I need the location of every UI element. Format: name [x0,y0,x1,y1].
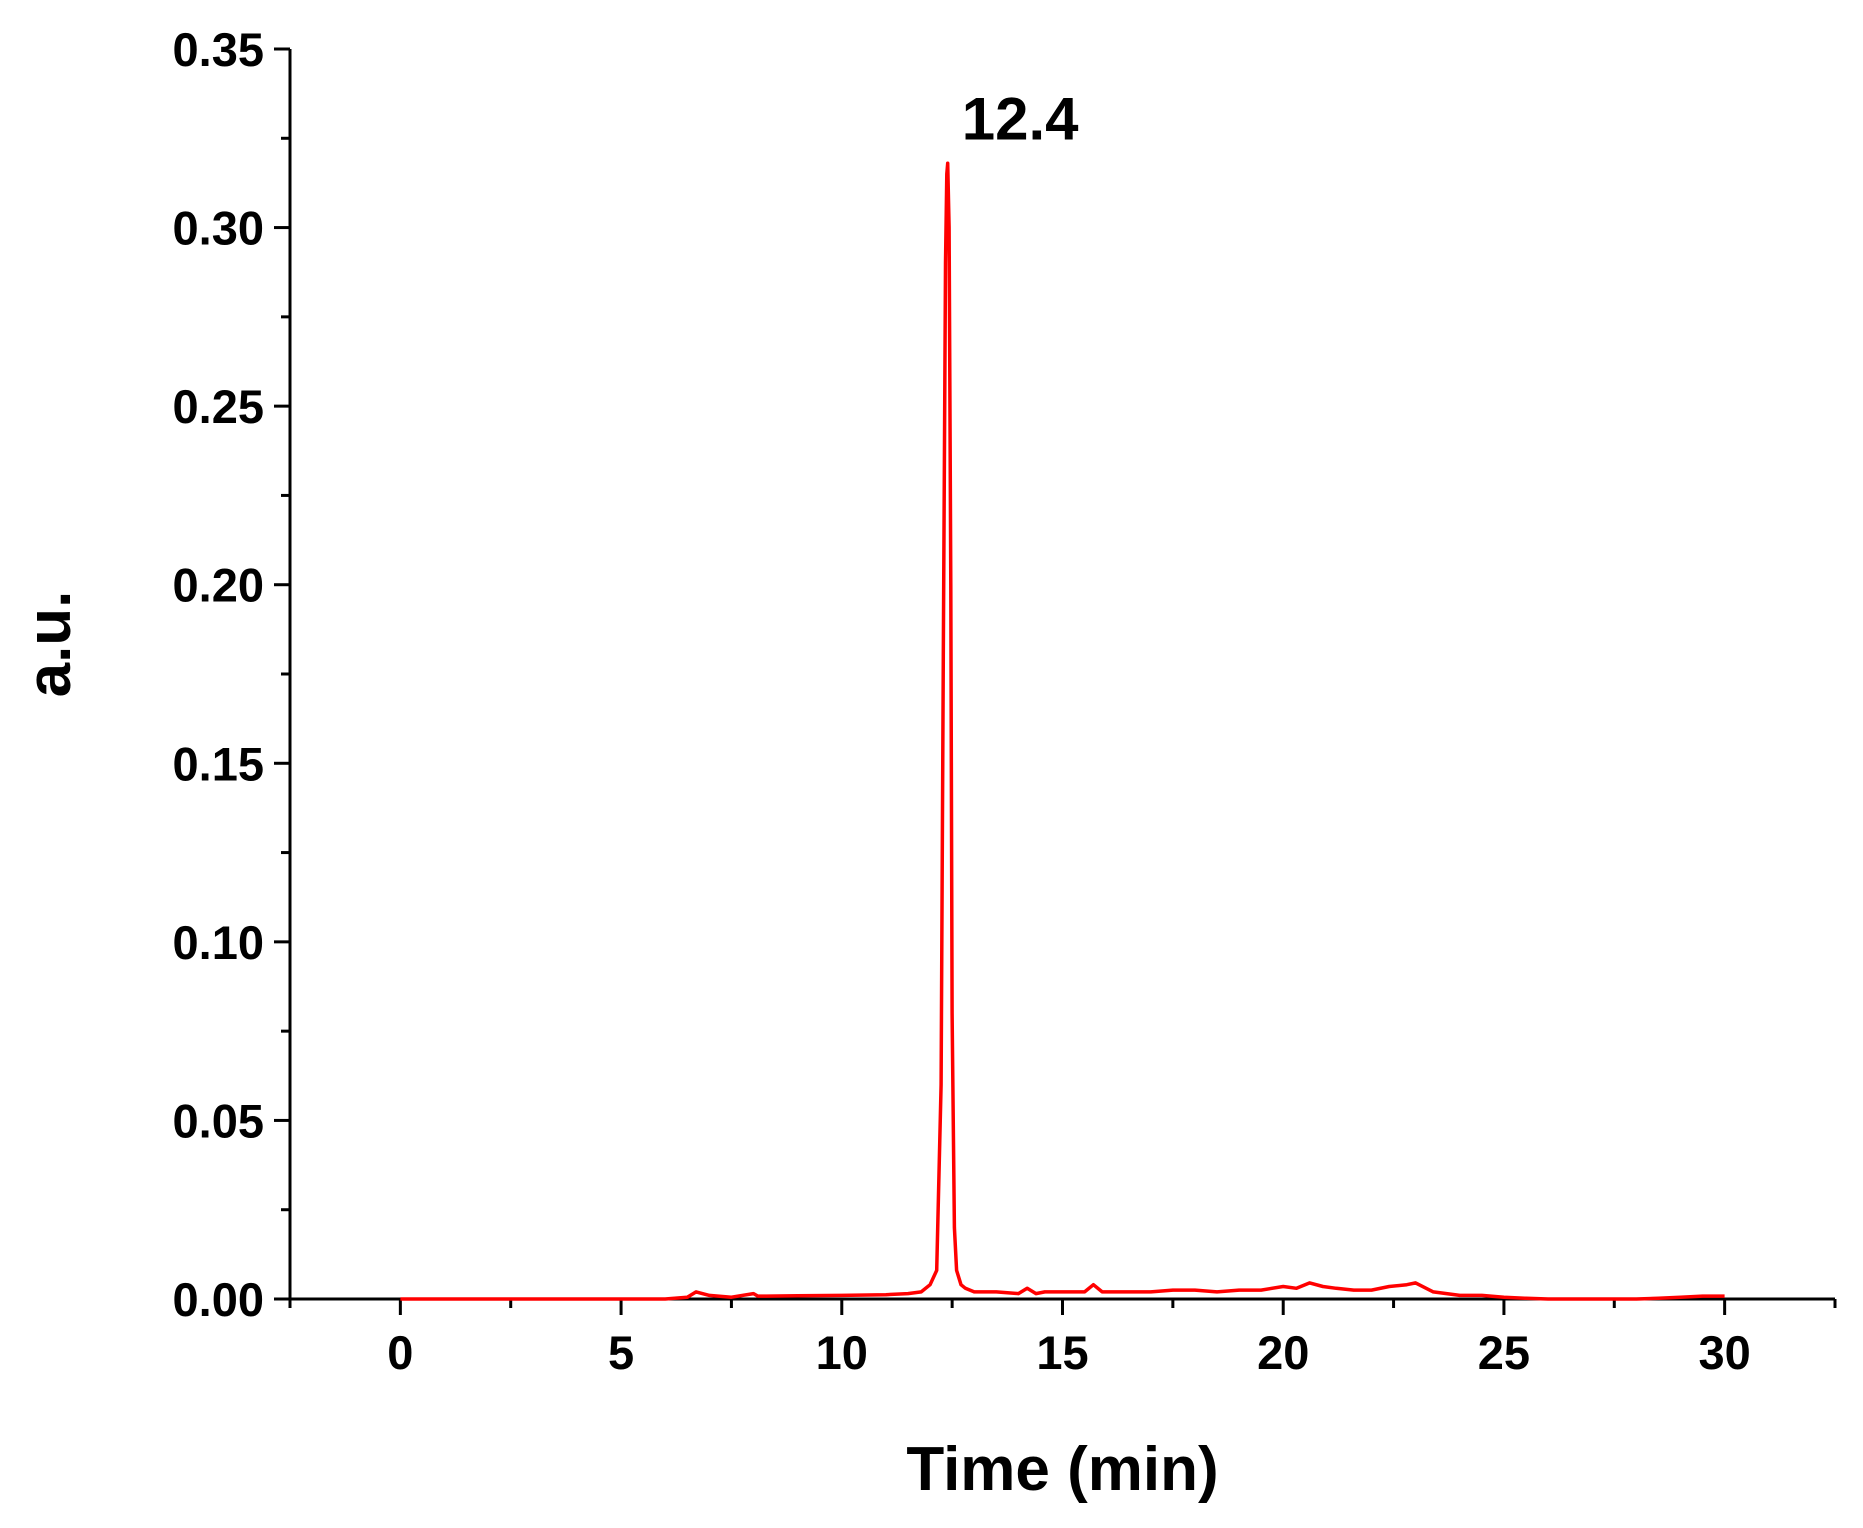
axes: 0.00 0.05 0.10 0.15 0.20 0.25 0.30 0.35 0 5 10 15 20… [173,23,1837,1379]
x-tick-label: 30 [1699,1326,1751,1379]
y-tick-label: 0.25 [173,380,264,433]
y-tick-label: 0.20 [173,559,264,612]
x-axis-title: Time (min) [906,1435,1218,1504]
y-tick-label: 0.30 [173,202,264,255]
y-tick-label: 0.35 [173,23,264,76]
y-axis-title: a.u. [15,591,84,698]
plot-area [400,161,1725,1301]
x-tick-label: 15 [1036,1326,1088,1379]
x-tick-label: 25 [1478,1326,1530,1379]
y-tick-label: 0.10 [173,916,264,969]
y-tick-label: 0.15 [173,737,264,790]
x-tick-label: 0 [387,1326,413,1379]
x-tick-label: 5 [608,1326,634,1379]
labels: Time (min) a.u. 12.4 [15,85,1219,1504]
x-tick-label: 10 [816,1326,868,1379]
series-line [400,161,1725,1301]
y-tick-label: 0.00 [173,1273,264,1326]
peak-annotation: 12.4 [962,85,1079,152]
y-tick-label: 0.05 [173,1094,264,1147]
x-tick-label: 20 [1257,1326,1309,1379]
